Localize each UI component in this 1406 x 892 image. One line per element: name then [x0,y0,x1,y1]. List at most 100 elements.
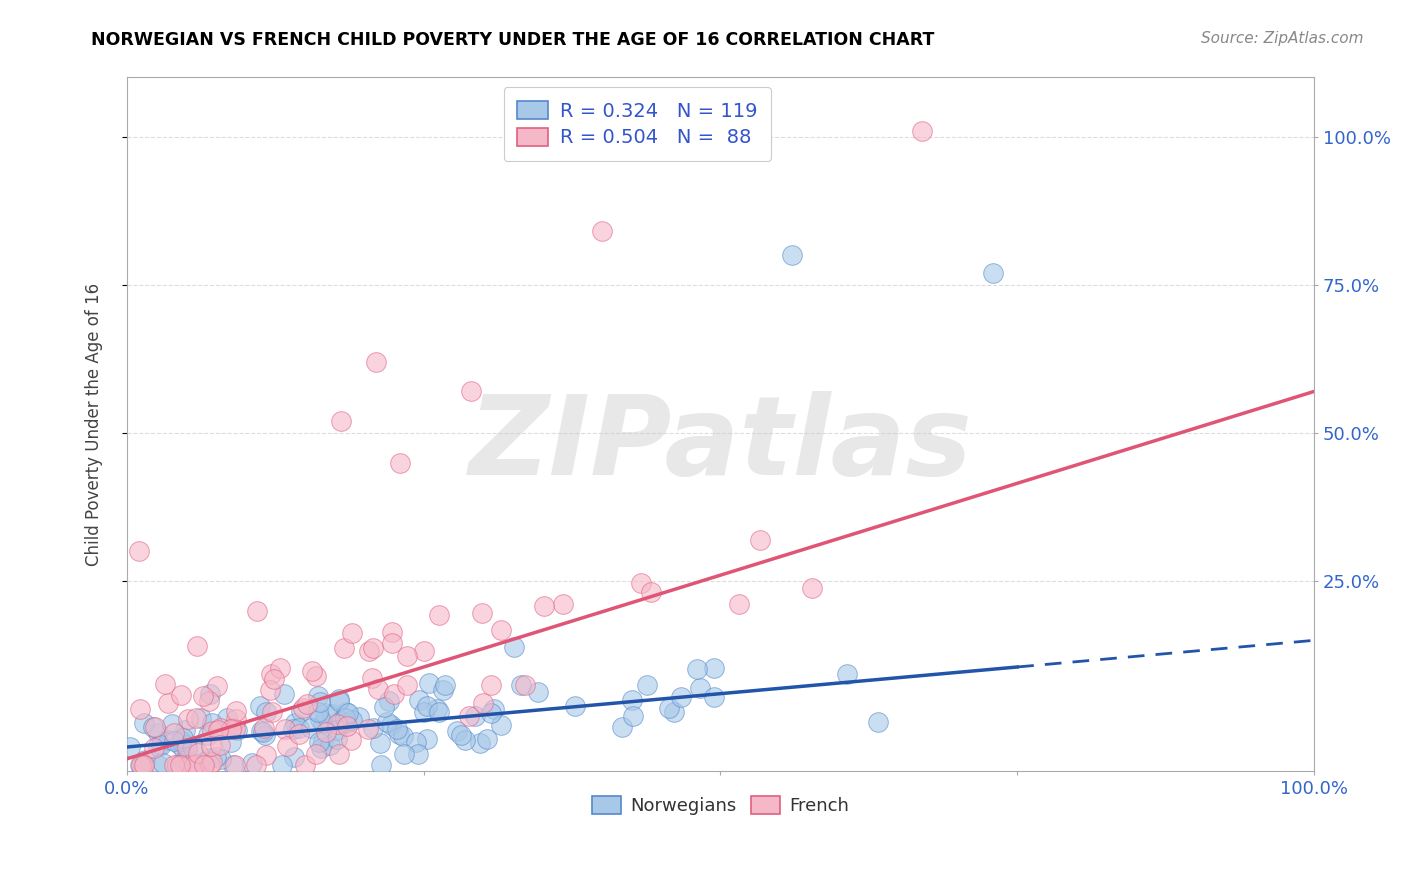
Point [361,640,384,655]
Point [321,707,343,722]
Point [209,721,232,735]
Point [388,456,411,470]
Point [360,671,382,685]
Point [288,727,311,741]
Point [325,717,347,731]
Point [686,663,709,677]
Point [263,672,285,686]
Point [366,355,388,369]
Point [388,727,411,741]
Point [373,700,395,714]
Point [361,722,384,736]
Point [336,719,359,733]
Point [129,757,152,772]
Point [309,712,332,726]
Point [340,732,363,747]
Point [385,723,408,737]
Point [222,757,245,772]
Point [503,640,526,654]
Point [224,722,246,736]
Point [319,738,342,752]
Point [253,728,276,742]
Point [160,717,183,731]
Point [152,756,174,770]
Point [703,690,725,704]
Point [630,576,652,591]
Point [167,738,190,752]
Point [176,741,198,756]
Point [357,723,380,737]
Point [254,748,277,763]
Point [640,584,662,599]
Point [174,739,197,753]
Point [378,694,401,708]
Point [225,712,247,726]
Point [174,723,197,737]
Point [305,669,328,683]
Point [471,696,494,710]
Point [333,640,356,655]
Point [335,705,357,719]
Point [396,649,419,664]
Point [208,738,231,752]
Point [295,697,318,711]
Point [224,757,246,772]
Point [610,720,633,734]
Point [427,705,450,719]
Point [252,722,274,736]
Point [197,728,219,742]
Point [335,711,357,725]
Point [418,676,440,690]
Point [157,696,180,710]
Text: Source: ZipAtlas.com: Source: ZipAtlas.com [1201,31,1364,46]
Point [172,731,194,745]
Point [254,705,277,719]
Point [491,624,513,638]
Point [276,739,298,753]
Point [246,603,269,617]
Point [170,757,193,772]
Point [405,735,427,749]
Point [146,726,169,740]
Point [184,757,207,772]
Point [482,702,505,716]
Point [198,694,221,708]
Point [174,757,197,772]
Point [177,712,200,726]
Point [186,710,208,724]
Point [225,704,247,718]
Point [193,689,215,703]
Text: ZIPatlas: ZIPatlas [468,392,973,499]
Point [134,753,156,767]
Point [330,714,353,728]
Point [129,757,152,772]
Point [509,678,531,692]
Point [749,533,772,548]
Point [200,687,222,701]
Point [284,715,307,730]
Point [326,731,349,746]
Point [328,694,350,708]
Point [217,711,239,725]
Point [381,636,404,650]
Point [183,757,205,772]
Point [207,723,229,738]
Point [662,705,685,719]
Point [240,756,263,770]
Point [703,661,725,675]
Point [800,581,823,595]
Point [307,705,329,719]
Point [290,704,312,718]
Point [464,709,486,723]
Point [471,606,494,620]
Point [177,757,200,772]
Point [163,757,186,772]
Point [153,677,176,691]
Point [527,685,550,699]
Point [201,715,224,730]
Point [271,757,294,772]
Point [427,608,450,623]
Point [515,678,537,692]
Point [309,741,332,756]
Point [315,725,337,739]
